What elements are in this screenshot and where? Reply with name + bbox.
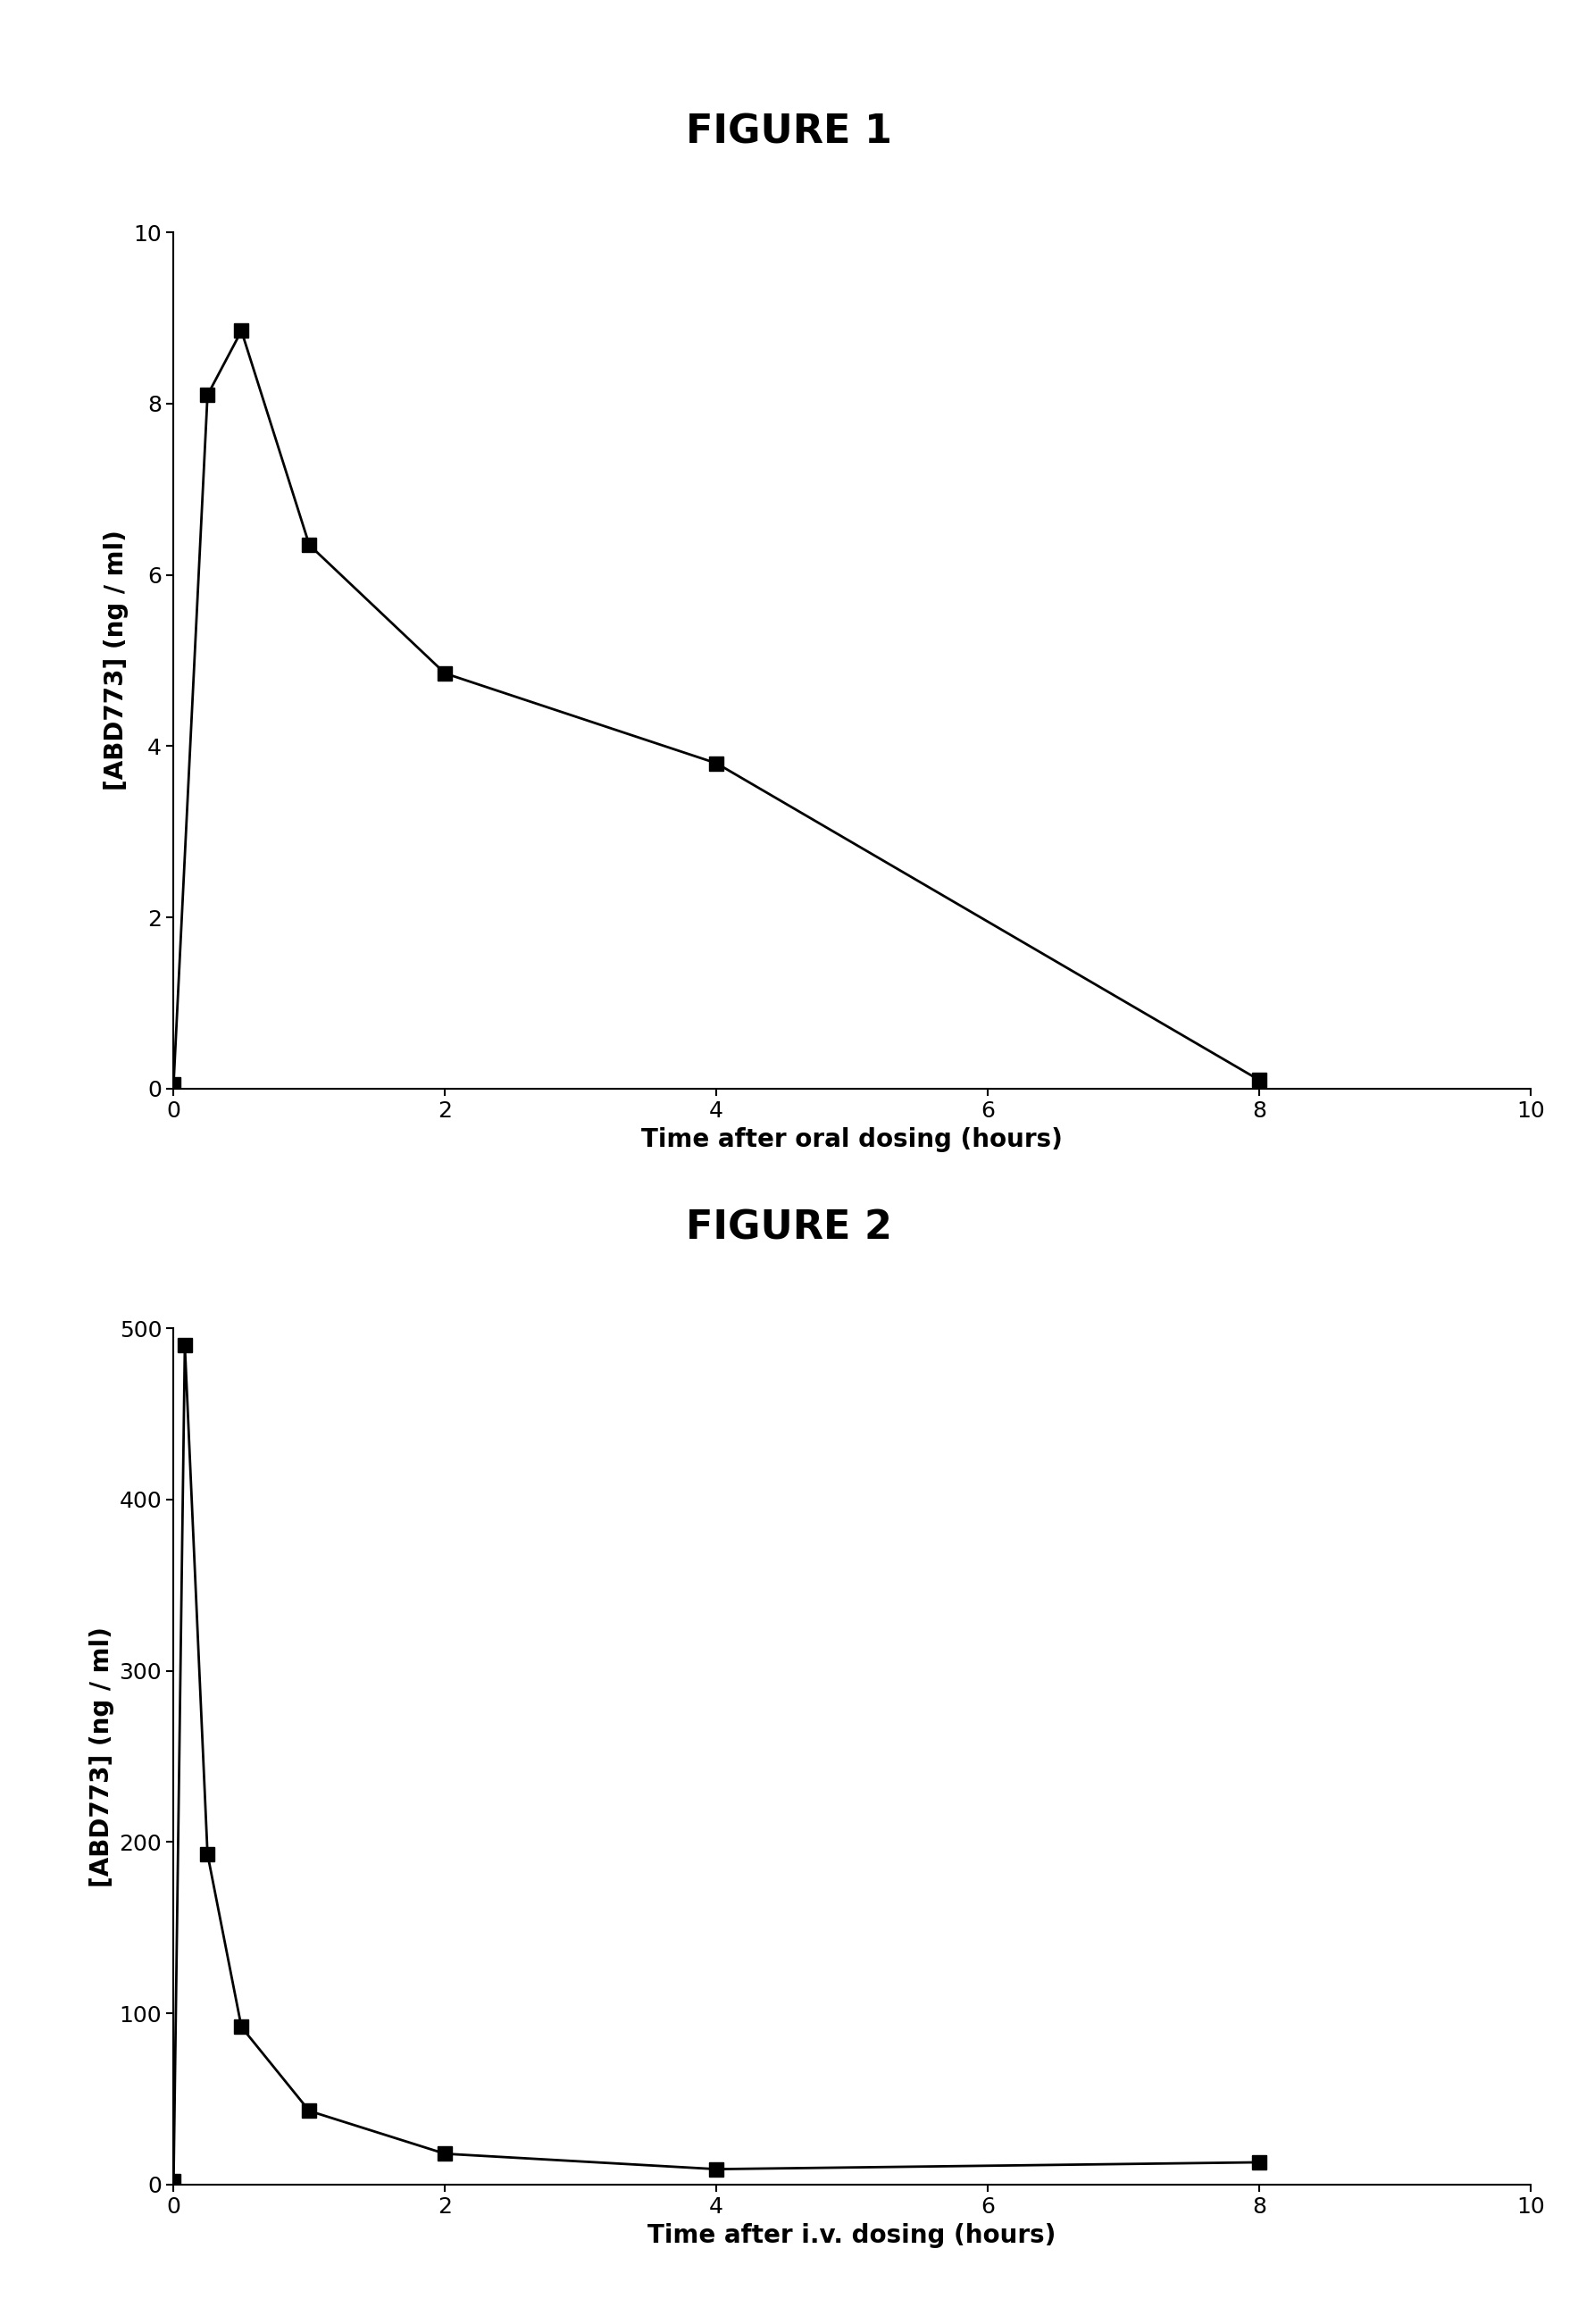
X-axis label: Time after i.v. dosing (hours): Time after i.v. dosing (hours) (649, 2222, 1056, 2247)
Text: FIGURE 1: FIGURE 1 (686, 112, 892, 151)
X-axis label: Time after oral dosing (hours): Time after oral dosing (hours) (641, 1127, 1064, 1153)
Y-axis label: [ABD773] (ng / ml): [ABD773] (ng / ml) (90, 1627, 114, 1887)
Y-axis label: [ABD773] (ng / ml): [ABD773] (ng / ml) (104, 530, 128, 790)
Text: FIGURE 2: FIGURE 2 (686, 1208, 892, 1248)
